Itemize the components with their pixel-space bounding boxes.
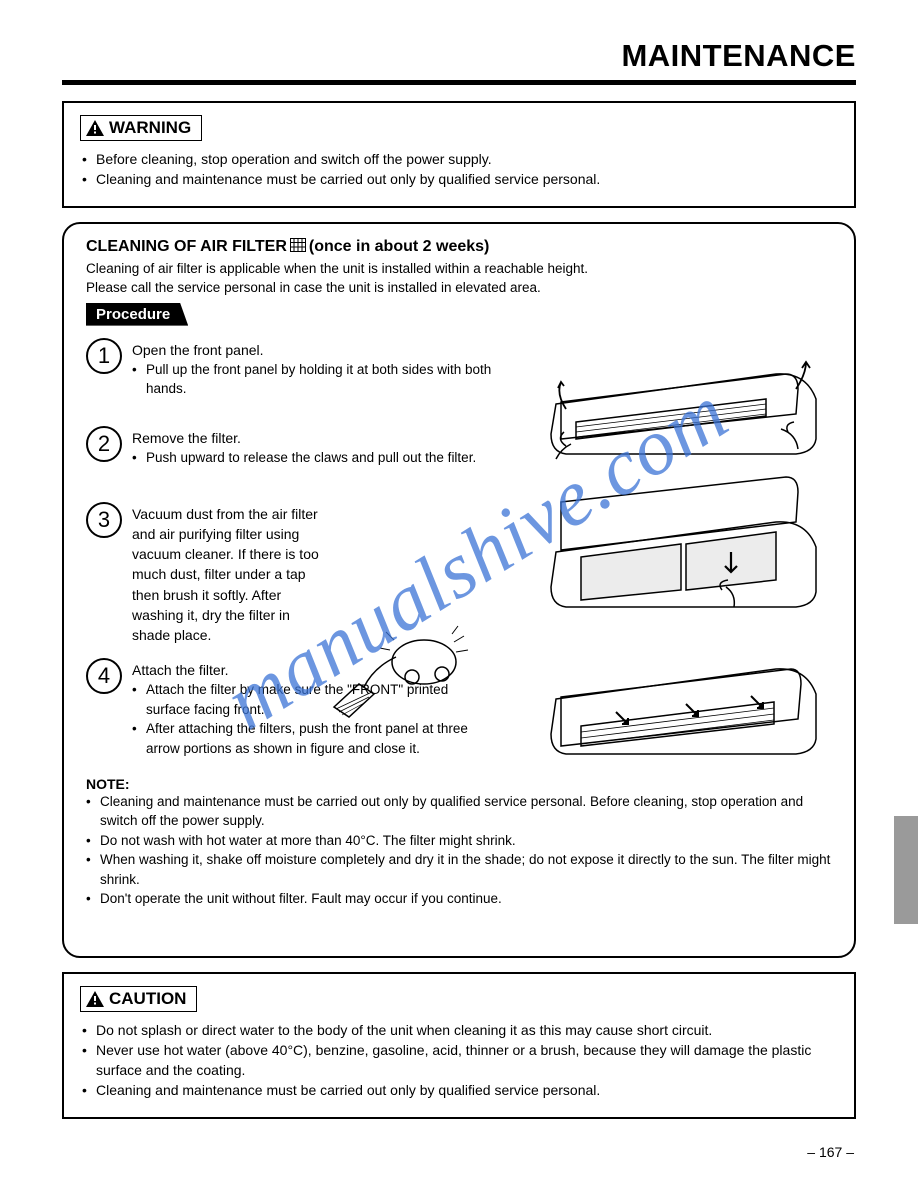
bullet-glyph: • [86, 831, 100, 851]
filter-note-text: Don't operate the unit without filter. F… [100, 889, 502, 909]
step-lead: Remove the filter. [132, 428, 492, 448]
warning-box: WARNING •Before cleaning, stop operation… [62, 101, 856, 208]
step-bullet: Pull up the front panel by holding it at… [146, 360, 492, 399]
bullet-glyph: • [132, 448, 146, 468]
filter-note-text: When washing it, shake off moisture comp… [100, 850, 832, 889]
step-number: 4 [86, 658, 122, 694]
step-number: 3 [86, 502, 122, 538]
caution-triangle-icon [85, 990, 105, 1008]
page-root: MAINTENANCE WARNING •Before cleaning, st… [0, 0, 918, 1188]
ac-unit-open-panel-icon [536, 344, 836, 464]
ac-unit-remove-filter-icon [536, 472, 836, 612]
notes-label: NOTE: [86, 776, 832, 792]
warning-bullets: •Before cleaning, stop operation and swi… [82, 149, 838, 190]
step-number: 1 [86, 338, 122, 374]
step-lead: Open the front panel. [132, 340, 492, 360]
bullet-glyph: • [132, 680, 146, 719]
warning-triangle-icon [85, 119, 105, 137]
page-title: MAINTENANCE [62, 38, 856, 74]
bullet-glyph: • [86, 792, 100, 831]
caution-label-text: CAUTION [109, 989, 186, 1009]
caution-bullet-text: Do not splash or direct water to the bod… [96, 1020, 712, 1040]
filter-note-text: Cleaning and maintenance must be carried… [100, 792, 832, 831]
warning-label: WARNING [80, 115, 202, 141]
bullet-glyph: • [82, 1040, 96, 1081]
filter-cleaning-box: CLEANING OF AIR FILTER (once in about 2 … [62, 222, 856, 958]
warning-label-text: WARNING [109, 118, 191, 138]
bullet-glyph: • [82, 1080, 96, 1100]
filter-note-text: Do not wash with hot water at more than … [100, 831, 516, 851]
filter-notes: •Cleaning and maintenance must be carrie… [86, 792, 832, 909]
step-lead: Vacuum dust from the air filter and air … [132, 504, 322, 646]
filter-title-prefix: CLEANING OF AIR FILTER [86, 238, 287, 256]
caution-box: CAUTION •Do not splash or direct water t… [62, 972, 856, 1119]
bullet-glyph: • [82, 149, 96, 169]
filter-subtitle: Cleaning of air filter is applicable whe… [86, 261, 832, 276]
procedure-tab: Procedure [86, 303, 188, 326]
warning-bullet-text: Cleaning and maintenance must be carried… [96, 169, 600, 189]
filter-title-suffix: (once in about 2 weeks) [309, 238, 489, 256]
step-number: 2 [86, 426, 122, 462]
caution-bullet-text: Cleaning and maintenance must be carried… [96, 1080, 600, 1100]
title-rule [62, 80, 856, 85]
filter-grid-icon [290, 238, 306, 257]
filter-note: Please call the service personal in case… [86, 280, 832, 295]
side-thumb-tab [894, 816, 918, 924]
filter-title: CLEANING OF AIR FILTER (once in about 2 … [86, 238, 832, 257]
bullet-glyph: • [86, 889, 100, 909]
step-bullet: Push upward to release the claws and pul… [146, 448, 476, 468]
caution-bullet-text: Never use hot water (above 40°C), benzin… [96, 1040, 838, 1081]
bullet-glyph: • [86, 850, 100, 889]
caution-label: CAUTION [80, 986, 197, 1012]
warning-bullet-text: Before cleaning, stop operation and swit… [96, 149, 492, 169]
caution-bullets: •Do not splash or direct water to the bo… [82, 1020, 838, 1101]
bullet-glyph: • [132, 719, 146, 758]
page-number: – 167 – [807, 1144, 854, 1160]
ac-unit-close-panel-icon [536, 644, 836, 764]
bullet-glyph: • [82, 1020, 96, 1040]
bullet-glyph: • [82, 169, 96, 189]
vacuum-cleaner-icon [324, 622, 474, 732]
bullet-glyph: • [132, 360, 146, 399]
